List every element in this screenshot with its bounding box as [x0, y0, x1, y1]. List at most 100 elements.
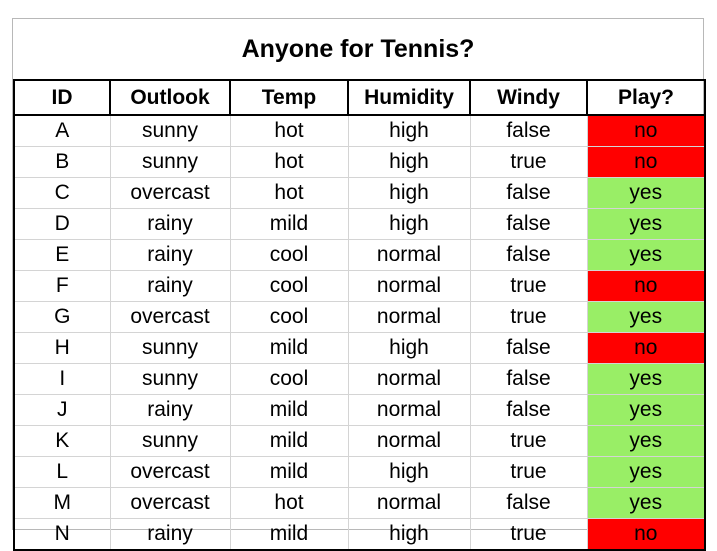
- cell-id: L: [13, 456, 111, 488]
- cell-windy: false: [469, 394, 588, 426]
- cell-id: G: [13, 301, 111, 333]
- cell-humidity: high: [347, 146, 471, 178]
- cell-id: K: [13, 425, 111, 457]
- cell-play: yes: [586, 363, 706, 395]
- cell-id: C: [13, 177, 111, 209]
- cell-play: yes: [586, 456, 706, 488]
- cell-humidity: normal: [347, 270, 471, 302]
- cell-play: yes: [586, 239, 706, 271]
- cell-outlook: rainy: [109, 208, 231, 240]
- cell-temp: cool: [229, 270, 349, 302]
- cell-humidity: high: [347, 456, 471, 488]
- cell-windy: false: [469, 487, 588, 519]
- cell-windy: true: [469, 518, 588, 551]
- cell-windy: false: [469, 115, 588, 147]
- cell-id: I: [13, 363, 111, 395]
- cell-outlook: overcast: [109, 301, 231, 333]
- column-header-outlook: Outlook: [109, 79, 231, 116]
- cell-temp: hot: [229, 146, 349, 178]
- column-header-id: ID: [13, 79, 111, 116]
- cell-temp: mild: [229, 518, 349, 551]
- column-header-temp: Temp: [229, 79, 349, 116]
- cell-temp: hot: [229, 115, 349, 147]
- column-header-play: Play?: [586, 79, 706, 116]
- cell-temp: mild: [229, 456, 349, 488]
- cell-id: F: [13, 270, 111, 302]
- cell-id: J: [13, 394, 111, 426]
- cell-windy: false: [469, 332, 588, 364]
- cell-id: E: [13, 239, 111, 271]
- cell-outlook: overcast: [109, 456, 231, 488]
- cell-outlook: sunny: [109, 146, 231, 178]
- cell-windy: false: [469, 177, 588, 209]
- cell-outlook: sunny: [109, 363, 231, 395]
- cell-play: yes: [586, 208, 706, 240]
- header-row: ID Outlook Temp Humidity Windy Play?: [13, 79, 706, 116]
- cell-id: N: [13, 518, 111, 551]
- cell-play: yes: [586, 177, 706, 209]
- cell-play: yes: [586, 425, 706, 457]
- cell-id: B: [13, 146, 111, 178]
- cell-outlook: overcast: [109, 487, 231, 519]
- cell-humidity: normal: [347, 301, 471, 333]
- cell-id: H: [13, 332, 111, 364]
- spreadsheet-sheet: Anyone for Tennis? ID Outlook Temp Humid…: [12, 18, 706, 551]
- cell-windy: false: [469, 239, 588, 271]
- cell-outlook: rainy: [109, 239, 231, 271]
- cell-humidity: high: [347, 518, 471, 551]
- cell-outlook: sunny: [109, 115, 231, 147]
- cell-outlook: sunny: [109, 425, 231, 457]
- cell-humidity: normal: [347, 363, 471, 395]
- cell-humidity: high: [347, 115, 471, 147]
- cell-play: no: [586, 115, 706, 147]
- cell-windy: true: [469, 146, 588, 178]
- cell-humidity: high: [347, 208, 471, 240]
- cell-temp: cool: [229, 363, 349, 395]
- cell-temp: mild: [229, 425, 349, 457]
- cell-play: yes: [586, 394, 706, 426]
- cell-id: A: [13, 115, 111, 147]
- cell-play: no: [586, 270, 706, 302]
- cell-temp: mild: [229, 208, 349, 240]
- cell-outlook: rainy: [109, 270, 231, 302]
- cell-humidity: high: [347, 332, 471, 364]
- cell-play: yes: [586, 487, 706, 519]
- cell-windy: true: [469, 301, 588, 333]
- cell-temp: mild: [229, 394, 349, 426]
- cell-outlook: rainy: [109, 518, 231, 551]
- cell-temp: hot: [229, 177, 349, 209]
- cell-play: no: [586, 518, 706, 551]
- cell-outlook: sunny: [109, 332, 231, 364]
- cell-id: D: [13, 208, 111, 240]
- cell-humidity: normal: [347, 239, 471, 271]
- cell-play: no: [586, 332, 706, 364]
- cell-humidity: normal: [347, 487, 471, 519]
- cell-play: no: [586, 146, 706, 178]
- cell-windy: true: [469, 425, 588, 457]
- cell-windy: false: [469, 363, 588, 395]
- cell-windy: true: [469, 456, 588, 488]
- cell-temp: cool: [229, 301, 349, 333]
- cell-windy: true: [469, 270, 588, 302]
- cell-outlook: overcast: [109, 177, 231, 209]
- cell-temp: hot: [229, 487, 349, 519]
- cell-play: yes: [586, 301, 706, 333]
- cell-temp: cool: [229, 239, 349, 271]
- cell-windy: false: [469, 208, 588, 240]
- cell-temp: mild: [229, 332, 349, 364]
- column-header-humidity: Humidity: [347, 79, 471, 116]
